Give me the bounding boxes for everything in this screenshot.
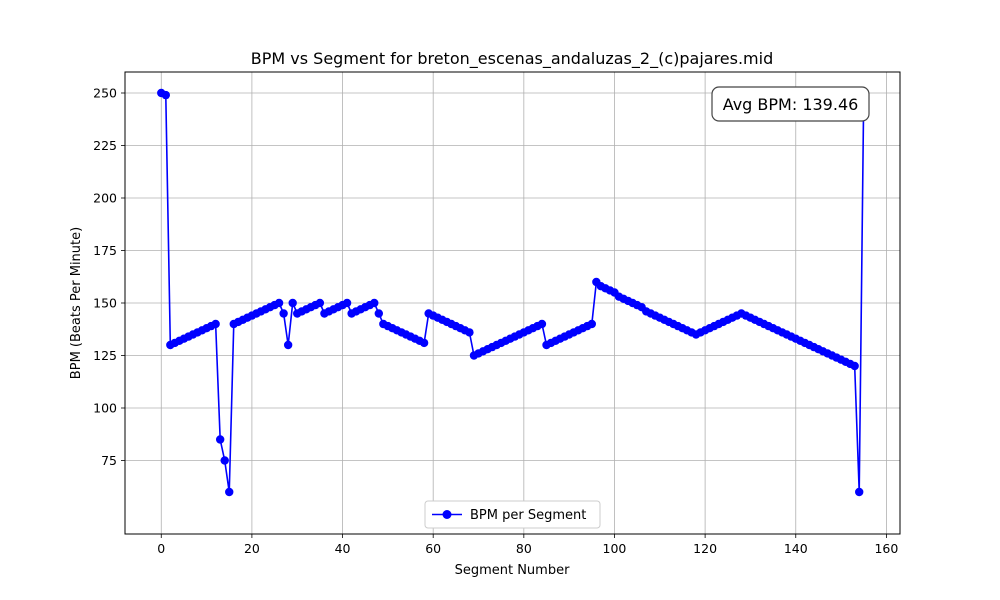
legend: BPM per Segment: [424, 500, 601, 529]
data-point: [215, 435, 225, 444]
data-point: [279, 309, 288, 318]
data-point: [220, 456, 229, 465]
legend-marker: [442, 510, 452, 519]
data-point: [315, 298, 325, 308]
y-axis-ticks: 75 100 125 150 175 200 225 250: [93, 86, 125, 468]
data-point: [225, 487, 234, 497]
x-tick-label: 160: [874, 541, 898, 556]
avg-bpm-box: [711, 86, 870, 122]
data-point: [211, 319, 220, 329]
data-point: [342, 298, 352, 308]
avg-bpm-annotation: Avg BPM: 139.46: [711, 86, 870, 122]
grid-lines: [125, 72, 900, 534]
data-point: [374, 309, 383, 318]
x-axis-ticks: 0 20 40 60 80 100 120 140 160: [157, 534, 898, 556]
y-tick-label: 225: [93, 138, 117, 153]
avg-bpm-text: Avg BPM: 139.46: [723, 95, 859, 114]
x-tick-label: 100: [603, 541, 627, 556]
x-tick-label: 20: [244, 541, 260, 556]
y-tick-label: 200: [93, 191, 117, 206]
data-point: [587, 319, 597, 329]
x-tick-label: 60: [425, 541, 441, 556]
data-point: [161, 90, 170, 100]
chart-title: BPM vs Segment for breton_escenas_andalu…: [251, 49, 774, 69]
y-tick-label: 175: [93, 243, 117, 258]
x-tick-label: 0: [157, 541, 165, 556]
data-point: [274, 298, 284, 308]
data-point: [465, 328, 474, 337]
x-tick-label: 40: [335, 541, 351, 556]
x-axis-label: Segment Number: [455, 563, 571, 578]
data-point: [855, 487, 864, 497]
x-tick-label: 140: [784, 541, 808, 556]
y-axis-label: BPM (Beats Per Minute): [69, 227, 84, 379]
x-tick-label: 80: [516, 541, 532, 556]
data-point: [419, 338, 429, 348]
y-tick-label: 125: [93, 348, 117, 363]
y-tick-label: 100: [93, 401, 117, 416]
x-tick-label: 120: [693, 541, 717, 556]
y-tick-label: 150: [93, 296, 117, 311]
legend-label: BPM per Segment: [470, 508, 586, 523]
data-point: [537, 319, 547, 329]
data-point: [288, 298, 297, 308]
data-point: [370, 298, 379, 308]
y-tick-label: 250: [93, 86, 117, 101]
data-point: [850, 361, 859, 371]
y-tick-label: 75: [101, 453, 117, 468]
legend-box: [424, 500, 601, 529]
data-point: [283, 340, 293, 350]
